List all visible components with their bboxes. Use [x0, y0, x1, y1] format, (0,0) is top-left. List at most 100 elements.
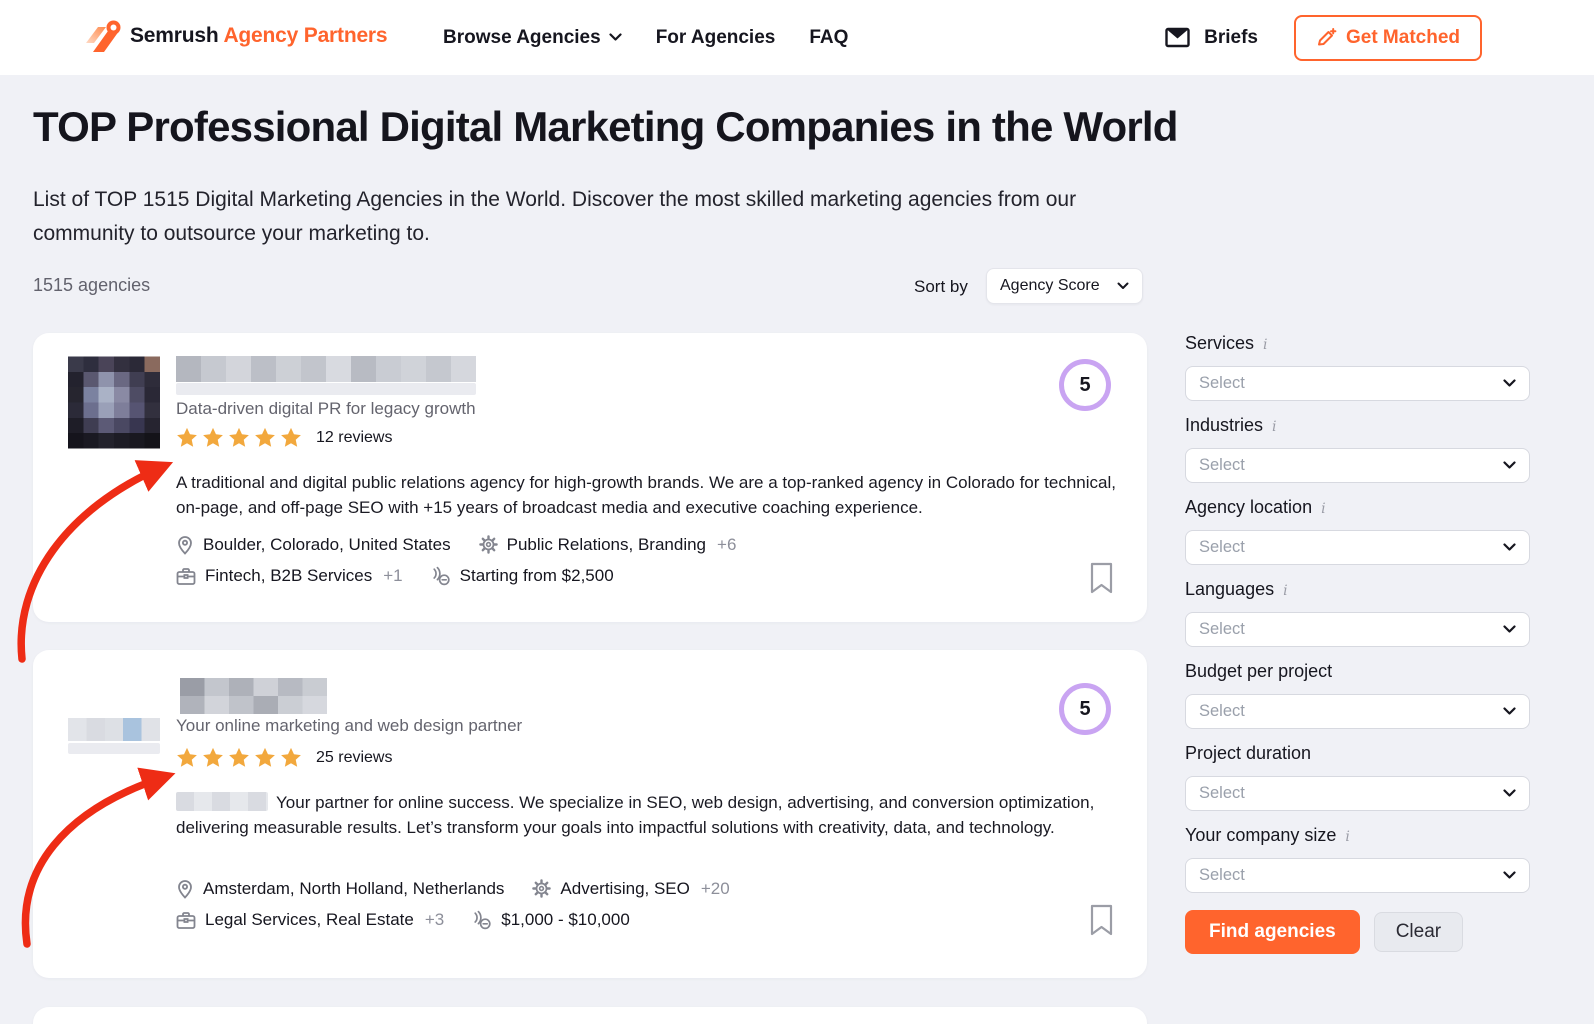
filter-agency-location: Agency location i Select [1185, 497, 1530, 565]
star-icon [255, 747, 275, 767]
agency-location: Boulder, Colorado, United States [176, 534, 451, 555]
agency-location-select[interactable]: Select [1185, 530, 1530, 565]
filter-industries: Industries i Select [1185, 415, 1530, 483]
industries-select[interactable]: Select [1185, 448, 1530, 483]
services-select[interactable]: Select [1185, 366, 1530, 401]
filter-languages: Languages i Select [1185, 579, 1530, 647]
agency-meta-row: Amsterdam, North Holland, Netherlands Ad… [176, 878, 730, 899]
nav-for-agencies[interactable]: For Agencies [655, 26, 776, 48]
agency-tagline: Your online marketing and web design par… [176, 716, 523, 735]
languages-select[interactable]: Select [1185, 612, 1530, 647]
star-rating: 12 reviews [176, 427, 392, 448]
location-pin-icon [176, 878, 194, 899]
info-icon[interactable]: i [1263, 337, 1268, 353]
agency-industries: Legal Services, Real Estate +3 [176, 910, 444, 930]
services-more-count[interactable]: +6 [717, 534, 737, 554]
star-rating: 25 reviews [176, 747, 392, 768]
gear-icon [478, 535, 498, 554]
agency-card[interactable]: Data-driven digital PR for legacy growth… [33, 333, 1147, 622]
filter-project-duration: Project duration Select [1185, 743, 1530, 811]
agency-services: Public Relations, Branding +6 [478, 534, 737, 555]
chevron-down-icon [1503, 379, 1516, 388]
filter-company-size: Your company size i Select [1185, 825, 1530, 893]
filter-budget: Budget per project Select [1185, 661, 1530, 729]
sort-by-dropdown[interactable]: Agency Score [986, 268, 1143, 304]
blurred-agency-logo [68, 718, 160, 741]
agency-location: Amsterdam, North Holland, Netherlands [176, 878, 504, 899]
semrush-logo[interactable]: Semrush Agency Partners [85, 19, 388, 53]
semrush-logo-icon [85, 19, 121, 53]
blurred-agency-name [180, 678, 327, 714]
budget-select[interactable]: Select [1185, 694, 1530, 729]
page-title: TOP Professional Digital Marketing Compa… [33, 103, 1178, 150]
services-more-count[interactable]: +20 [700, 878, 730, 898]
agency-card-partial [33, 1007, 1147, 1024]
filter-sidebar: Services i Select Industries i Select Agen… [1185, 333, 1530, 954]
agency-services: Advertising, SEO +20 [532, 878, 730, 899]
agency-budget: $1,000 - $10,000 [472, 910, 630, 930]
get-matched-button[interactable]: Get Matched [1293, 14, 1482, 61]
blurred-name-ghost [176, 383, 476, 395]
chevron-down-icon [1117, 282, 1129, 290]
top-navigation-bar: Semrush Agency Partners Browse Agencies F… [0, 0, 1594, 75]
envelope-icon [1165, 27, 1190, 48]
find-agencies-button[interactable]: Find agencies [1185, 910, 1360, 954]
sort-by-label: Sort by [914, 277, 968, 296]
pen-sparkle-icon [1316, 27, 1337, 48]
info-icon[interactable]: i [1272, 419, 1277, 435]
star-icon [203, 427, 223, 447]
agency-meta-row: Legal Services, Real Estate +3 $1,000 - $… [176, 910, 630, 930]
location-pin-icon [176, 534, 194, 555]
agency-budget: Starting from $2,500 [431, 566, 614, 586]
chevron-down-icon [1503, 789, 1516, 798]
filter-services: Services i Select [1185, 333, 1530, 401]
star-icon [281, 747, 301, 767]
briefcase-icon [176, 567, 196, 586]
briefcase-icon [176, 911, 196, 930]
star-icon [281, 427, 301, 447]
chevron-down-icon [1503, 543, 1516, 552]
agency-meta-row: Boulder, Colorado, United States Public … [176, 534, 736, 555]
agency-card[interactable]: Your online marketing and web design par… [33, 650, 1147, 978]
star-icon [203, 747, 223, 767]
clear-filters-button[interactable]: Clear [1373, 912, 1464, 952]
brand-name: Semrush Agency Partners [130, 24, 388, 47]
star-icon [229, 747, 249, 767]
agency-description: A traditional and digital public relatio… [176, 473, 1116, 517]
chevron-down-icon [1503, 461, 1516, 470]
blurred-agency-logo [68, 356, 160, 449]
reviews-count[interactable]: 12 reviews [316, 428, 393, 446]
page-subtitle: List of TOP 1515 Digital Marketing Agenc… [33, 188, 1077, 245]
company-size-select[interactable]: Select [1185, 858, 1530, 893]
blurred-logo-ghost [68, 743, 160, 754]
industries-more-count[interactable]: +3 [424, 910, 445, 929]
header-actions: Briefs Get Matched [1165, 0, 1482, 75]
star-icon [177, 747, 197, 767]
gear-icon [532, 879, 552, 898]
main-nav: Browse Agencies For Agencies FAQ [443, 0, 848, 75]
agency-description: Your partner for online success. We spec… [176, 792, 1095, 837]
nav-faq[interactable]: FAQ [809, 26, 849, 48]
pricing-coins-icon [472, 910, 492, 930]
star-icon [229, 427, 249, 447]
industries-more-count[interactable]: +1 [383, 566, 403, 585]
info-icon[interactable]: i [1283, 583, 1288, 599]
bookmark-icon[interactable] [1089, 903, 1114, 937]
chevron-down-icon [1503, 625, 1516, 634]
blurred-agency-name [176, 356, 476, 382]
filter-actions: Find agencies Clear [1185, 910, 1530, 954]
agency-score-badge: 5 [1059, 359, 1111, 411]
nav-browse-agencies[interactable]: Browse Agencies [443, 27, 622, 49]
reviews-count[interactable]: 25 reviews [316, 748, 393, 766]
info-icon[interactable]: i [1345, 829, 1350, 845]
agency-industries: Fintech, B2B Services +1 [176, 566, 403, 586]
chevron-down-icon [1503, 871, 1516, 880]
star-icon [177, 427, 197, 447]
project-duration-select[interactable]: Select [1185, 776, 1530, 811]
bookmark-icon[interactable] [1089, 561, 1114, 595]
star-icon [255, 427, 275, 447]
agency-score-badge: 5 [1059, 683, 1111, 735]
chevron-down-icon [609, 33, 622, 42]
briefs-link[interactable]: Briefs [1165, 27, 1258, 49]
info-icon[interactable]: i [1321, 501, 1326, 517]
